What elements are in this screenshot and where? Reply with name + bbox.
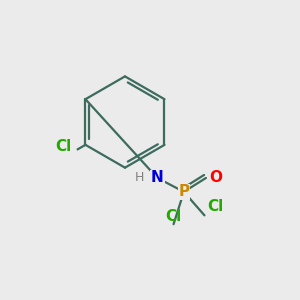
Text: Cl: Cl — [55, 139, 71, 154]
Text: O: O — [209, 170, 222, 185]
Text: H: H — [135, 171, 144, 184]
Text: N: N — [151, 170, 164, 185]
Text: P: P — [178, 184, 189, 199]
Text: Cl: Cl — [207, 199, 224, 214]
Text: Cl: Cl — [165, 209, 182, 224]
